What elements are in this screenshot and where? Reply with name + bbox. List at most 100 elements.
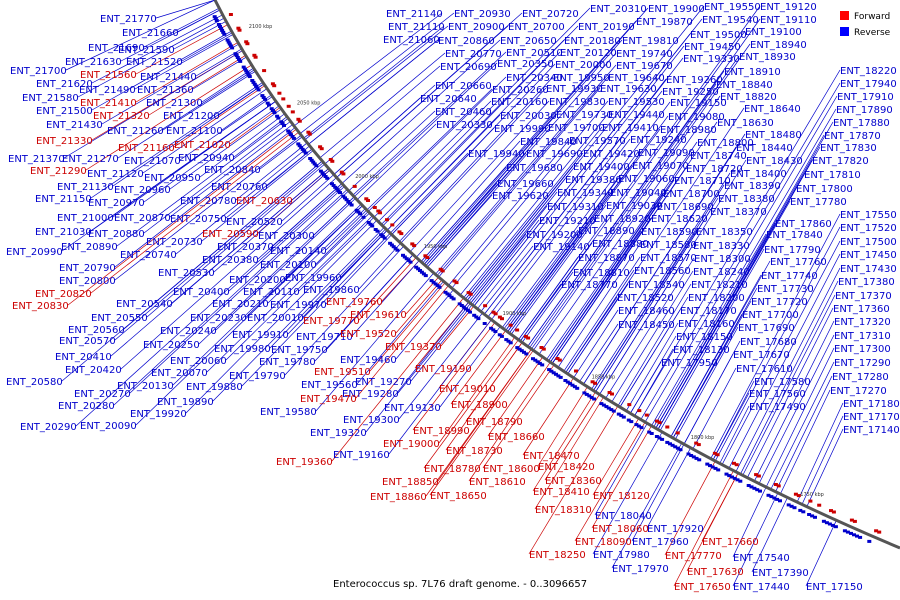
- gene-label[interactable]: ENT_18210: [691, 280, 748, 291]
- gene-label[interactable]: ENT_18860: [370, 492, 427, 503]
- gene-label[interactable]: ENT_18590: [641, 227, 698, 238]
- gene-label[interactable]: ENT_21590: [118, 45, 175, 56]
- gene-label[interactable]: ENT_21030: [35, 227, 92, 238]
- gene-label[interactable]: ENT_19420: [583, 149, 640, 160]
- gene-label[interactable]: ENT_19540: [702, 15, 759, 26]
- gene-label[interactable]: ENT_18390: [724, 181, 781, 192]
- gene-label[interactable]: ENT_18930: [739, 52, 796, 63]
- gene-label[interactable]: ENT_17770: [665, 551, 722, 562]
- gene-label[interactable]: ENT_20250: [143, 340, 200, 351]
- gene-label[interactable]: ENT_17550: [840, 210, 897, 221]
- gene-label[interactable]: ENT_18600: [483, 464, 540, 475]
- gene-label[interactable]: ENT_20290: [20, 422, 77, 433]
- gene-label[interactable]: ENT_18450: [618, 320, 675, 331]
- gene-label[interactable]: ENT_20940: [178, 153, 235, 164]
- gene-label[interactable]: ENT_19630: [600, 84, 657, 95]
- gene-label[interactable]: ENT_19980: [214, 344, 271, 355]
- gene-label[interactable]: ENT_17940: [840, 79, 897, 90]
- gene-label[interactable]: ENT_18540: [628, 280, 685, 291]
- gene-label[interactable]: ENT_19990: [494, 124, 551, 135]
- gene-label[interactable]: ENT_18810: [573, 268, 630, 279]
- gene-label[interactable]: ENT_18370: [710, 207, 767, 218]
- gene-label[interactable]: ENT_17500: [840, 237, 897, 248]
- gene-label[interactable]: ENT_17310: [834, 331, 891, 342]
- gene-label[interactable]: ENT_20900: [448, 22, 505, 33]
- gene-label[interactable]: ENT_20880: [88, 229, 145, 240]
- gene-label[interactable]: ENT_20110: [243, 287, 300, 298]
- gene-label[interactable]: ENT_17700: [742, 310, 799, 321]
- gene-label[interactable]: ENT_20300: [258, 231, 315, 242]
- gene-label[interactable]: ENT_19770: [303, 316, 360, 327]
- gene-label[interactable]: ENT_18740: [690, 151, 747, 162]
- gene-label[interactable]: ENT_20970: [88, 198, 145, 209]
- gene-label[interactable]: ENT_19460: [340, 355, 397, 366]
- gene-label[interactable]: ENT_19520: [340, 329, 397, 340]
- gene-label[interactable]: ENT_19880: [186, 382, 243, 393]
- gene-label[interactable]: ENT_18850: [382, 477, 439, 488]
- gene-label[interactable]: ENT_17430: [840, 264, 897, 275]
- gene-label[interactable]: ENT_17520: [840, 223, 897, 234]
- gene-label[interactable]: ENT_20070: [151, 368, 208, 379]
- gene-label[interactable]: ENT_17680: [740, 337, 797, 348]
- gene-label[interactable]: ENT_20420: [65, 365, 122, 376]
- gene-label[interactable]: ENT_19280: [342, 389, 399, 400]
- gene-label[interactable]: ENT_17560: [749, 389, 806, 400]
- gene-label[interactable]: ENT_19940: [468, 149, 525, 160]
- gene-label[interactable]: ENT_20380: [202, 255, 259, 266]
- gene-label[interactable]: ENT_18250: [529, 550, 586, 561]
- gene-label[interactable]: ENT_20550: [91, 313, 148, 324]
- gene-label[interactable]: ENT_19660: [497, 179, 554, 190]
- gene-label[interactable]: ENT_17280: [832, 372, 889, 383]
- gene-label[interactable]: ENT_20180: [564, 36, 621, 47]
- gene-label[interactable]: ENT_21070: [124, 156, 181, 167]
- gene-label[interactable]: ENT_18710: [674, 176, 731, 187]
- gene-label[interactable]: ENT_17660: [702, 537, 759, 548]
- gene-label[interactable]: ENT_18330: [693, 241, 750, 252]
- gene-label[interactable]: ENT_18780: [424, 464, 481, 475]
- gene-label[interactable]: ENT_17270: [830, 386, 887, 397]
- gene-label[interactable]: ENT_20520: [226, 217, 283, 228]
- gene-label[interactable]: ENT_17970: [612, 564, 669, 575]
- gene-label[interactable]: ENT_17870: [824, 131, 881, 142]
- gene-label[interactable]: ENT_20340: [506, 73, 563, 84]
- gene-label[interactable]: ENT_20950: [144, 173, 201, 184]
- gene-label[interactable]: ENT_20060: [170, 356, 227, 367]
- gene-label[interactable]: ENT_21440: [140, 72, 197, 83]
- gene-label[interactable]: ENT_18480: [745, 130, 802, 141]
- gene-label[interactable]: ENT_19570: [569, 136, 626, 147]
- gene-label[interactable]: ENT_19830: [549, 97, 606, 108]
- gene-label[interactable]: ENT_19950: [553, 73, 610, 84]
- gene-label[interactable]: ENT_21370: [8, 154, 65, 165]
- gene-label[interactable]: ENT_19250: [662, 87, 719, 98]
- gene-label[interactable]: ENT_19510: [314, 367, 371, 378]
- gene-label[interactable]: ENT_21020: [174, 140, 231, 151]
- gene-label[interactable]: ENT_20840: [204, 165, 261, 176]
- gene-label[interactable]: ENT_19320: [310, 428, 367, 439]
- gene-label[interactable]: ENT_19370: [385, 342, 442, 353]
- gene-label[interactable]: ENT_20210: [212, 299, 269, 310]
- gene-label[interactable]: ENT_18720: [686, 164, 743, 175]
- gene-label[interactable]: ENT_20530: [158, 268, 215, 279]
- gene-label[interactable]: ENT_19300: [343, 415, 400, 426]
- gene-label[interactable]: ENT_21700: [10, 66, 67, 77]
- gene-label[interactable]: ENT_18440: [736, 143, 793, 154]
- gene-label[interactable]: ENT_20400: [173, 287, 230, 298]
- gene-label[interactable]: ENT_18610: [469, 477, 526, 488]
- gene-label[interactable]: ENT_19120: [760, 2, 817, 13]
- gene-label[interactable]: ENT_17690: [738, 323, 795, 334]
- gene-label[interactable]: ENT_17910: [837, 92, 894, 103]
- gene-label[interactable]: ENT_20930: [454, 9, 511, 20]
- gene-label[interactable]: ENT_19070: [632, 161, 689, 172]
- gene-label[interactable]: ENT_19110: [760, 15, 817, 26]
- gene-label[interactable]: ENT_21300: [146, 98, 203, 109]
- gene-label[interactable]: ENT_17790: [764, 245, 821, 256]
- gene-label[interactable]: ENT_18060: [592, 524, 649, 535]
- gene-label[interactable]: ENT_17880: [833, 118, 890, 129]
- gene-label[interactable]: ENT_20570: [59, 336, 116, 347]
- gene-label[interactable]: ENT_21620: [36, 79, 93, 90]
- gene-label[interactable]: ENT_20820: [35, 289, 92, 300]
- gene-label[interactable]: ENT_20270: [74, 389, 131, 400]
- gene-label[interactable]: ENT_19610: [350, 310, 407, 321]
- gene-label[interactable]: ENT_19530: [608, 97, 665, 108]
- gene-label[interactable]: ENT_19870: [636, 17, 693, 28]
